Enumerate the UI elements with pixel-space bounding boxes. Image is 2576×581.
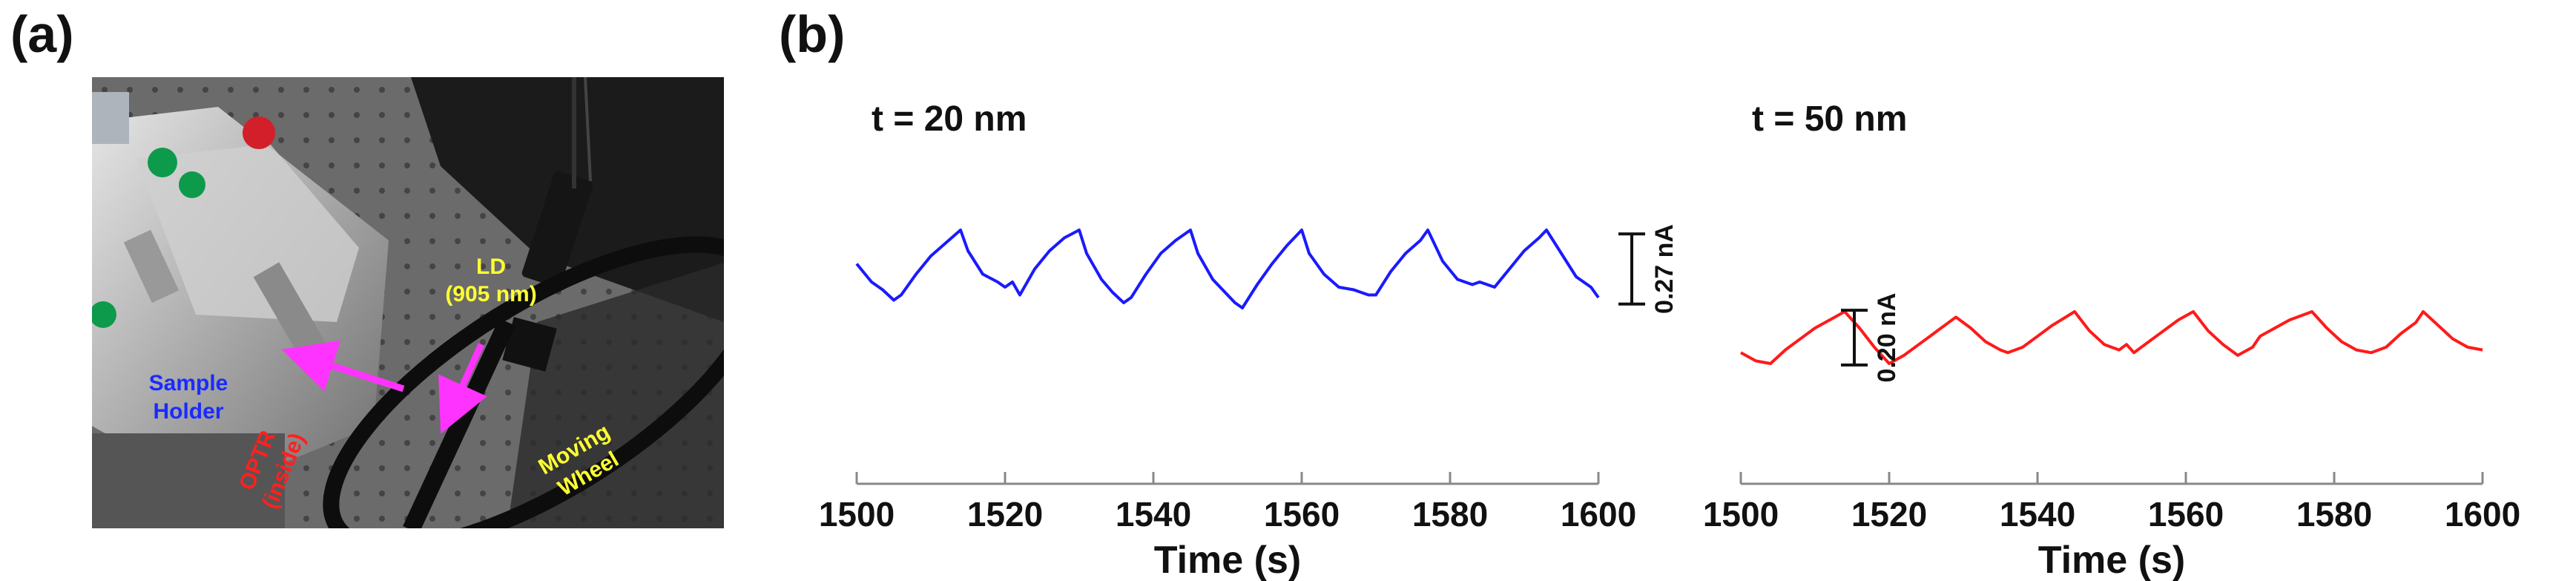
scale-bar-label: 0.27 nA <box>1650 224 1679 314</box>
setup-photo: LD (905 nm) Sample Holder OPTR (inside) … <box>92 77 724 528</box>
panel-label-a: (a) <box>10 5 74 63</box>
x-tick-label: 1520 <box>967 495 1043 534</box>
arrow-to-optr <box>281 340 405 393</box>
arrow-from-ld <box>438 343 487 434</box>
x-tick-label: 1500 <box>1703 495 1779 534</box>
moving-wheel <box>323 236 724 528</box>
label-sample-holder: Sample Holder <box>149 371 228 424</box>
label-sample-holder-line2: Holder <box>153 399 223 424</box>
x-axis-label: Time (s) <box>1154 539 1301 581</box>
x-tick-label: 1560 <box>2148 495 2224 534</box>
x-tick-label: 1580 <box>1412 495 1488 534</box>
scale-bar-label: 0.20 nA <box>1873 293 1901 383</box>
series-line <box>855 229 1600 309</box>
x-tick-label: 1600 <box>1561 495 1636 534</box>
chart-1: t = 20 nm 1500 1520 1540 1560 1580 1600 Time (s… <box>819 99 1679 581</box>
chart-panel-b: t = 20 nm 1500 1520 1540 1560 1580 1600 Time (s… <box>819 99 2520 581</box>
x-tick-label: 1500 <box>819 495 895 534</box>
label-ld: LD (905 nm) <box>445 255 536 306</box>
x-tick-label: 1520 <box>1851 495 1927 534</box>
chart-2: t = 50 nm 1500 1520 1540 1560 1580 1600 Time (s… <box>1703 99 2520 581</box>
x-tick-label: 1560 <box>1264 495 1340 534</box>
series-line <box>1740 310 2483 365</box>
x-tick-label: 1540 <box>2000 495 2075 534</box>
chart-title: t = 20 nm <box>872 99 1027 139</box>
red-cap <box>243 116 275 149</box>
label-ld-line2: (905 nm) <box>445 282 536 306</box>
x-tick-label: 1600 <box>2445 495 2520 534</box>
panel-label-b: (b) <box>779 5 846 63</box>
x-tick-label: 1540 <box>1116 495 1191 534</box>
x-tick-label: 1580 <box>2296 495 2372 534</box>
label-sample-holder-line1: Sample <box>149 371 228 395</box>
laser-diode-mount <box>521 171 593 288</box>
x-axis-label: Time (s) <box>2038 539 2185 581</box>
chart-title: t = 50 nm <box>1752 99 1907 139</box>
label-ld-line1: LD <box>476 255 506 279</box>
